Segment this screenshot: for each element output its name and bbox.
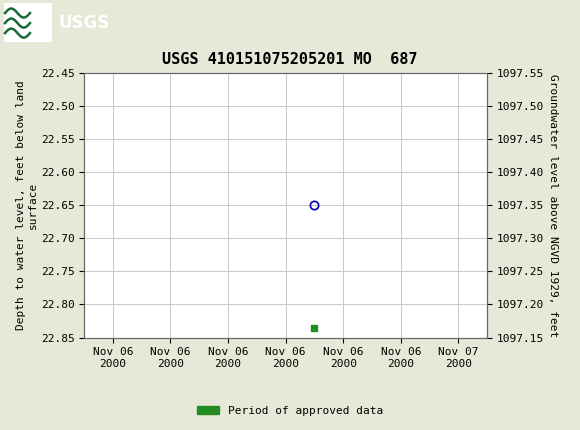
Text: USGS 410151075205201 MO  687: USGS 410151075205201 MO 687 [162, 52, 418, 67]
Y-axis label: Groundwater level above NGVD 1929, feet: Groundwater level above NGVD 1929, feet [548, 74, 559, 337]
Text: USGS: USGS [58, 14, 109, 32]
Y-axis label: Depth to water level, feet below land
surface: Depth to water level, feet below land su… [16, 80, 38, 330]
Bar [4, 3, 52, 42]
Legend: Period of approved data: Period of approved data [193, 401, 387, 420]
